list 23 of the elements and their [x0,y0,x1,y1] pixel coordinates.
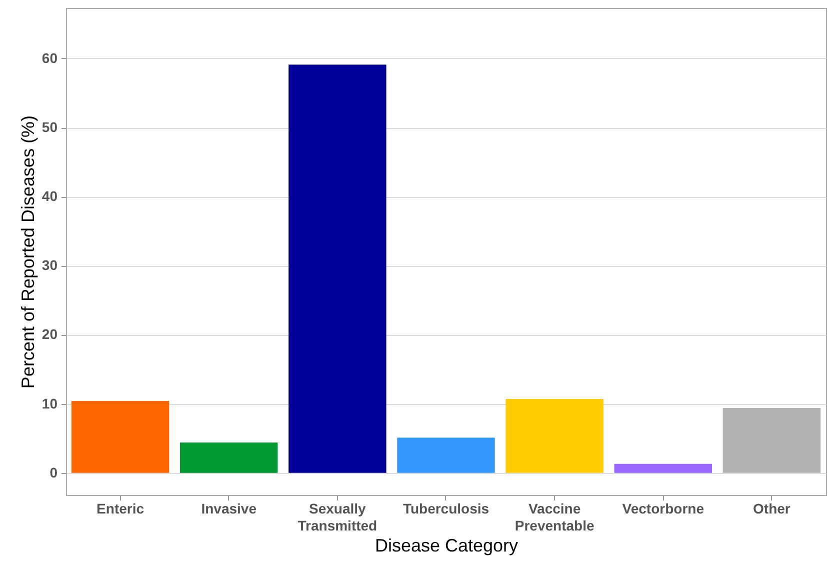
bar [506,398,604,473]
x-tick-label: Sexually Transmitted [298,500,378,534]
x-tick-label: Vaccine Preventable [514,500,594,534]
bar [722,408,821,473]
y-tick-label: 20 [42,326,58,342]
x-tick-label: Vectorborne [622,500,704,516]
y-tick-label: 40 [42,188,58,204]
y-tick-label: 60 [42,50,58,66]
bar [288,64,386,473]
bar [180,442,278,473]
bar [614,464,712,473]
x-axis-title: Disease Category [374,536,518,556]
y-tick-label: 30 [42,257,58,274]
y-tick-label: 50 [42,119,58,136]
y-tick-label: 0 [50,464,58,480]
x-tick-label: Enteric [96,500,144,516]
x-tick-label: Tuberculosis [402,500,490,516]
x-tick-label: Invasive [201,500,257,516]
y-tick-label: 10 [42,395,58,412]
bar [397,438,495,473]
y-axis-title: Percent of Reported Diseases (%) [18,115,38,389]
x-tick-label: Other [753,500,791,516]
bar [71,401,170,473]
